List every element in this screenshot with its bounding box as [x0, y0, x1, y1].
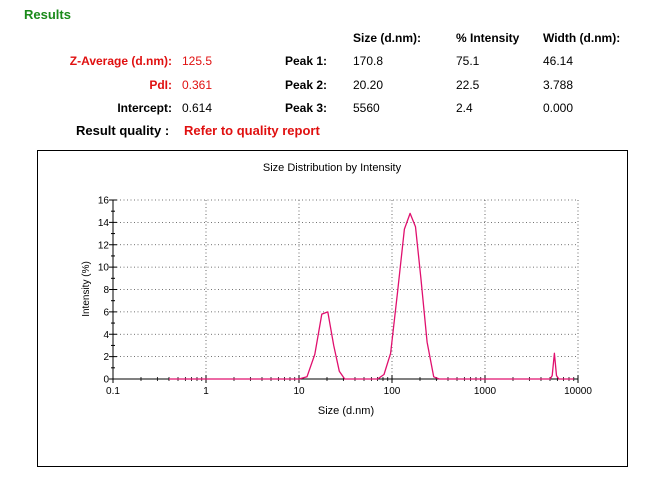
- peak-3-intensity: 2.4: [456, 101, 473, 115]
- peak-1-width: 46.14: [543, 54, 574, 68]
- y-tick-label: 0: [103, 375, 109, 386]
- size-header: Size (d.nm):: [353, 31, 421, 45]
- peak-1-size: 170.8: [353, 54, 384, 68]
- peak-1-label: Peak 1:: [284, 54, 327, 68]
- result-quality-value: Refer to quality report: [184, 123, 320, 138]
- peak-2-width: 3.788: [543, 78, 574, 92]
- peak-3-size: 5560: [353, 101, 380, 115]
- results-title: Results: [24, 7, 71, 22]
- peak-2-intensity: 22.5: [456, 78, 480, 92]
- pdi-label: PdI:: [149, 78, 172, 92]
- y-axis-label: Intensity (%): [81, 261, 92, 317]
- y-tick-label: 4: [103, 330, 109, 341]
- x-tick-label: 10000: [564, 386, 592, 397]
- x-tick-label: 10: [293, 386, 305, 397]
- x-axis-label: Size (d.nm): [318, 405, 374, 417]
- chart-title: Size Distribution by Intensity: [263, 162, 402, 174]
- y-tick-label: 10: [98, 263, 110, 274]
- y-tick-label: 12: [98, 240, 110, 251]
- x-tick-label: 100: [384, 386, 401, 397]
- pdi-value: 0.361: [182, 78, 213, 92]
- z-average-value: 125.5: [182, 54, 213, 68]
- y-tick-label: 16: [98, 196, 110, 207]
- intercept-value: 0.614: [182, 101, 213, 115]
- chart-frame: [37, 150, 628, 467]
- intercept-label: Intercept:: [117, 101, 172, 115]
- x-tick-label: 0.1: [106, 386, 120, 397]
- y-tick-label: 8: [103, 285, 109, 296]
- z-average-label: Z-Average (d.nm):: [69, 54, 172, 68]
- peak-2-size: 20.20: [353, 78, 384, 92]
- y-tick-label: 2: [103, 352, 109, 363]
- y-tick-label: 14: [98, 218, 110, 229]
- peak-3-label: Peak 3:: [284, 101, 327, 115]
- peak-2-label: Peak 2:: [284, 78, 327, 92]
- result-quality-label: Result quality :: [76, 123, 170, 138]
- peak-1-intensity: 75.1: [456, 54, 480, 68]
- y-tick-label: 6: [103, 307, 109, 318]
- intensity-distribution-line: [169, 212, 574, 380]
- peak-3-width: 0.000: [543, 101, 574, 115]
- x-tick-label: 1000: [474, 386, 497, 397]
- width-header: Width (d.nm):: [543, 31, 621, 45]
- x-tick-label: 1: [203, 386, 209, 397]
- intensity-header: % Intensity: [456, 31, 520, 45]
